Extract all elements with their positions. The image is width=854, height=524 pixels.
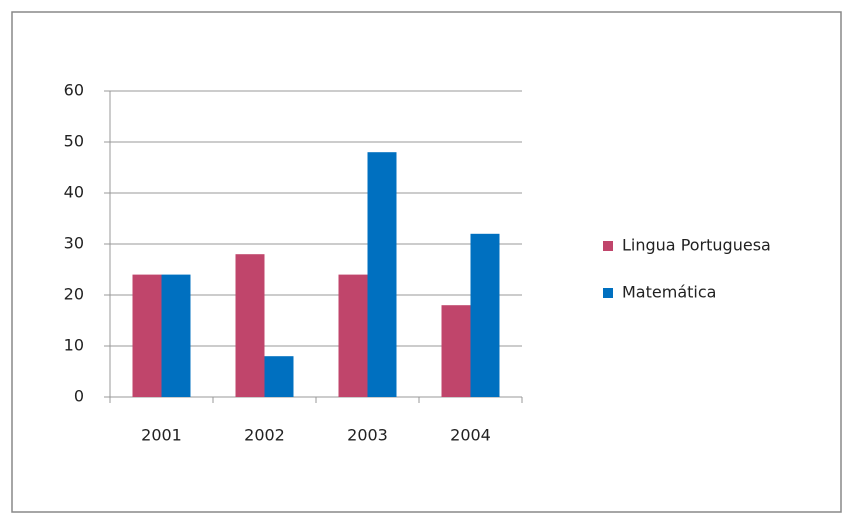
x-tick-label: 2004 bbox=[450, 426, 491, 445]
legend-label: Matemática bbox=[622, 283, 716, 302]
bar bbox=[338, 274, 368, 397]
bar bbox=[161, 274, 191, 397]
bar bbox=[132, 274, 162, 397]
y-tick-label: 40 bbox=[64, 183, 84, 202]
bar bbox=[235, 254, 265, 397]
bar bbox=[470, 233, 500, 397]
x-tick-label: 2003 bbox=[347, 426, 388, 445]
bar bbox=[367, 152, 397, 397]
bar bbox=[441, 305, 471, 397]
bar bbox=[264, 356, 294, 397]
legend-label: Lingua Portuguesa bbox=[622, 236, 771, 255]
y-tick-label: 10 bbox=[64, 336, 84, 355]
legend-swatch bbox=[603, 288, 613, 298]
legend-swatch bbox=[603, 241, 613, 251]
y-tick-label: 30 bbox=[64, 234, 84, 253]
x-tick-label: 2002 bbox=[244, 426, 285, 445]
chart-frame bbox=[11, 11, 842, 513]
y-tick-label: 60 bbox=[64, 81, 84, 100]
x-tick-label: 2001 bbox=[141, 426, 182, 445]
y-tick-label: 50 bbox=[64, 132, 84, 151]
y-tick-label: 20 bbox=[64, 285, 84, 304]
y-tick-label: 0 bbox=[74, 387, 84, 406]
